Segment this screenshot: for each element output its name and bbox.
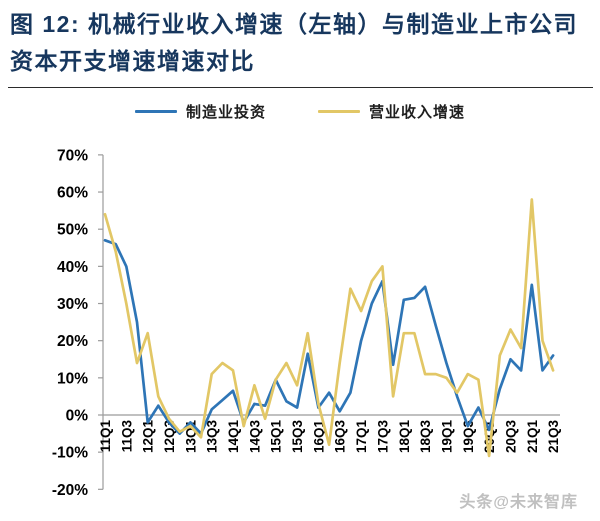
legend-label: 制造业投资 bbox=[185, 103, 266, 121]
x-tick-label: 16Q1 bbox=[311, 420, 326, 454]
watermark: 头条@未来智库 bbox=[459, 494, 578, 511]
x-tick-label: 16Q3 bbox=[333, 420, 348, 454]
x-tick-label: 20Q3 bbox=[503, 420, 518, 454]
y-tick-label: -20% bbox=[52, 482, 88, 499]
x-tick-label: 14Q3 bbox=[247, 420, 262, 454]
x-tick-label: 18Q1 bbox=[397, 420, 412, 454]
y-tick-label: 60% bbox=[57, 185, 88, 202]
x-tick-label: 19Q1 bbox=[439, 420, 454, 454]
x-tick-label: 17Q1 bbox=[354, 420, 369, 454]
y-tick-label: 20% bbox=[57, 333, 88, 350]
legend-line-swatch-blue bbox=[134, 109, 177, 113]
x-tick-label: 15Q1 bbox=[269, 420, 284, 454]
legend-item-manufacturing-investment: 制造业投资 bbox=[134, 101, 266, 122]
x-tick-label: 17Q3 bbox=[375, 420, 390, 454]
y-tick-label: 0% bbox=[66, 408, 89, 425]
y-tick-label: 70% bbox=[57, 147, 88, 164]
y-tick-label: -10% bbox=[52, 445, 88, 462]
legend-label: 营业收入增速 bbox=[369, 103, 466, 121]
y-tick-label: 50% bbox=[57, 222, 88, 239]
x-tick-label: 21Q3 bbox=[546, 420, 561, 454]
legend-line-swatch-yellow bbox=[318, 109, 360, 113]
x-tick-label: 14Q1 bbox=[226, 420, 241, 454]
y-tick-label: 30% bbox=[57, 296, 88, 313]
x-tick-label: 13Q3 bbox=[205, 420, 220, 454]
figure-title-line1: 图 12: 机械行业收入增速（左轴）与制造业上市公司 bbox=[10, 11, 579, 37]
x-tick-label: 11Q3 bbox=[119, 420, 134, 453]
series-line-营业收入增速 bbox=[103, 198, 555, 458]
figure-title-line2: 资本开支增速增速对比 bbox=[10, 48, 255, 74]
x-tick-label: 19Q3 bbox=[461, 420, 476, 454]
x-tick-label: 21Q1 bbox=[525, 420, 540, 454]
figure-title: 图 12: 机械行业收入增速（左轴）与制造业上市公司 资本开支增速增速对比 bbox=[10, 6, 594, 80]
legend-item-revenue-growth: 营业收入增速 bbox=[318, 101, 465, 122]
title-divider bbox=[8, 87, 593, 88]
x-tick-label: 15Q3 bbox=[290, 420, 305, 454]
x-tick-label: 18Q3 bbox=[418, 420, 433, 454]
chart-legend: 制造业投资 营业收入增速 bbox=[0, 99, 600, 123]
x-tick-label: 12Q1 bbox=[141, 420, 156, 454]
y-tick-label: 40% bbox=[57, 259, 88, 276]
series-line-制造业投资 bbox=[103, 238, 555, 435]
x-tick-label: 11Q1 bbox=[98, 420, 113, 453]
y-tick-label: 10% bbox=[57, 370, 88, 387]
